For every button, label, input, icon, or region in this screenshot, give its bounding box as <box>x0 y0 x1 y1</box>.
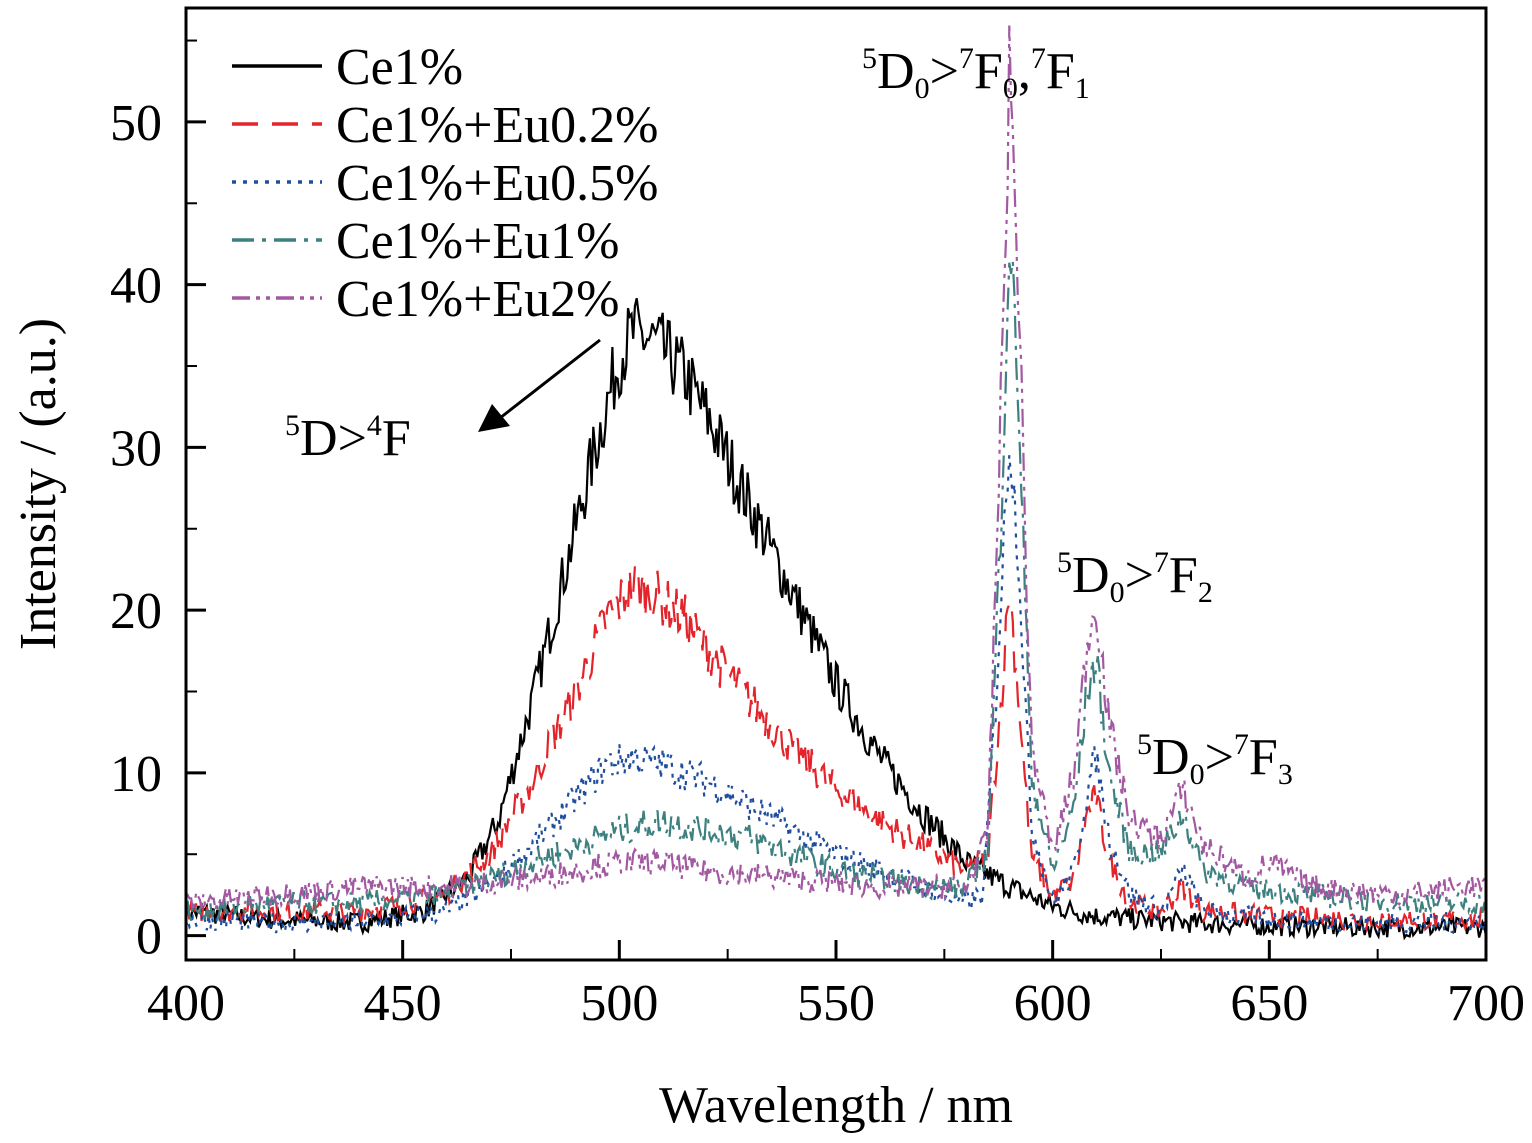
y-tick-label-1: 10 <box>110 746 162 803</box>
legend-label-2: Ce1%+Eu0.5% <box>336 155 659 212</box>
annotation-5d0-7f0-7f1: 5D0>7F0,7F1 <box>862 42 1090 105</box>
x-tick-label-0: 400 <box>147 975 225 1032</box>
x-tick-label-5: 650 <box>1230 975 1308 1032</box>
axis-ticks: 400 450 500 550 600 650 700 0 10 20 30 40 50 <box>110 39 1525 1032</box>
series-line-0 <box>184 298 1488 941</box>
svg-text:5D0>7F2: 5D0>7F2 <box>1057 546 1213 609</box>
x-tick-label-6: 700 <box>1447 975 1525 1032</box>
y-tick-label-0: 0 <box>136 909 162 966</box>
annotation-5d0-7f2: 5D0>7F2 <box>1057 546 1213 609</box>
legend-label-4: Ce1%+Eu2% <box>336 271 620 328</box>
series-line-4 <box>185 25 1488 912</box>
y-tick-label-4: 40 <box>110 258 162 315</box>
svg-text:5D0>7F3: 5D0>7F3 <box>1137 728 1293 791</box>
legend-label-3: Ce1%+Eu1% <box>336 213 620 270</box>
legend-label-1: Ce1%+Eu0.2% <box>336 97 659 154</box>
y-tick-label-5: 50 <box>110 95 162 152</box>
annotation-5d0-7f3: 5D0>7F3 <box>1137 728 1293 791</box>
series-line-2 <box>184 455 1488 937</box>
x-tick-label-2: 500 <box>580 975 658 1032</box>
x-tick-label-3: 550 <box>797 975 875 1032</box>
legend-label-0: Ce1% <box>336 39 463 96</box>
legend: Ce1%Ce1%+Eu0.2%Ce1%+Eu0.5%Ce1%+Eu1%Ce1%+… <box>232 39 659 328</box>
y-axis-title: Intensity / (a.u.) <box>10 318 67 650</box>
annotation-arrow <box>478 338 601 432</box>
x-tick-label-4: 600 <box>1014 975 1092 1032</box>
svg-text:5D0>7F0,7F1: 5D0>7F0,7F1 <box>862 42 1090 105</box>
series-layer <box>184 25 1488 941</box>
series-line-3 <box>185 260 1487 921</box>
y-tick-label-2: 20 <box>110 583 162 640</box>
x-tick-label-1: 450 <box>364 975 442 1032</box>
y-tick-label-3: 30 <box>110 420 162 477</box>
annotation-5d-4f: 5D>4F <box>285 409 411 467</box>
svg-text:5D>4F: 5D>4F <box>285 409 411 467</box>
x-axis-title: Wavelength / nm <box>659 1077 1013 1134</box>
